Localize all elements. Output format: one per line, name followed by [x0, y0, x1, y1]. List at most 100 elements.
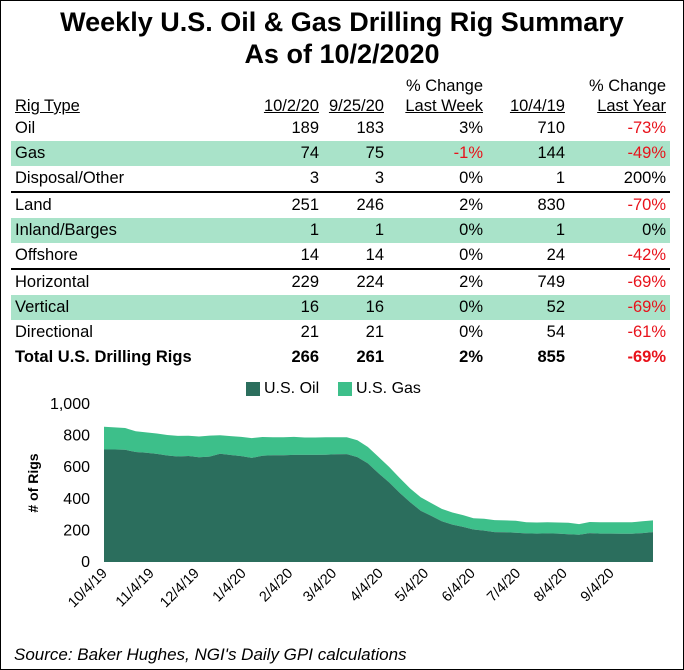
- cell-label: Directional: [15, 323, 93, 341]
- cell-year-ago: 855: [537, 348, 565, 366]
- cell-current: 229: [246, 268, 323, 295]
- cell-pct-week: 2%: [459, 348, 483, 366]
- x-tick-label: 3/4/20: [300, 566, 340, 606]
- x-tick-label: 11/4/19: [113, 566, 158, 611]
- x-tick-label: 6/4/20: [439, 566, 479, 606]
- cell-pct-week: 0%: [388, 218, 487, 243]
- header-prior-week: 9/25/20: [328, 97, 384, 115]
- cell-pct-year: -69%: [569, 268, 670, 295]
- cell-pct-week: 3%: [459, 119, 483, 137]
- x-tick-label: 10/4/19: [65, 566, 111, 612]
- cell-pct-year: -49%: [569, 141, 670, 166]
- legend-swatch-gas: [338, 382, 352, 396]
- cell-pct-year: -73%: [627, 119, 666, 137]
- cell-current: 14: [300, 246, 319, 264]
- cell-current: 1: [246, 218, 323, 243]
- cell-label: Total U.S. Drilling Rigs: [15, 348, 192, 366]
- cell-prior: 14: [365, 246, 384, 264]
- cell-current: 3: [309, 169, 319, 187]
- cell-current: 266: [291, 348, 319, 366]
- y-tick-label: 1,000: [50, 398, 90, 413]
- cell-pct-year: -69%: [627, 348, 666, 366]
- cell-year-ago: 54: [546, 323, 565, 341]
- cell-pct-week: 0%: [459, 246, 483, 264]
- y-tick-label: 600: [63, 459, 90, 476]
- table-row: Horizontal 229 224 2% 749 -69%: [11, 268, 670, 295]
- source-note: Source: Baker Hughes, NGI's Daily GPI ca…: [14, 645, 407, 664]
- legend-label-oil: U.S. Oil: [264, 380, 320, 397]
- table-row: Oil 189 183 3% 710 -73%: [11, 116, 670, 141]
- table-row: Inland/Barges 1 1 0% 1 0%: [11, 218, 670, 243]
- table-row: Gas 74 75 -1% 144 -49%: [11, 141, 670, 166]
- cell-prior: 261: [356, 348, 384, 366]
- cell-label: Oil: [15, 119, 36, 137]
- cell-pct-week: 0%: [459, 323, 483, 341]
- cell-prior: 21: [365, 323, 384, 341]
- y-tick-label: 800: [63, 428, 90, 445]
- cell-current: 16: [246, 295, 323, 320]
- cell-year-ago: 1: [487, 218, 569, 243]
- cell-year-ago: 749: [487, 268, 569, 295]
- cell-label: Disposal/Other: [15, 169, 125, 187]
- x-tick-label: 5/4/20: [392, 566, 432, 606]
- header-pct-year: % Change Last Year: [588, 77, 666, 115]
- table-row: Offshore 14 14 0% 24 -42%: [11, 243, 670, 269]
- x-tick-label: 2/4/20: [256, 566, 296, 606]
- cell-pct-year: -61%: [627, 323, 666, 341]
- cell-label: Offshore: [15, 246, 78, 264]
- cell-year-ago: 144: [487, 141, 569, 166]
- rig-summary-table: Rig Type 10/2/20 9/25/20 % Change Last We…: [11, 72, 670, 370]
- cell-label: Vertical: [11, 295, 246, 320]
- header-current: 10/2/20: [263, 97, 319, 115]
- legend-swatch-oil: [246, 382, 260, 396]
- cell-pct-week: 0%: [459, 169, 483, 187]
- cell-current: 21: [300, 323, 319, 341]
- cell-year-ago: 52: [487, 295, 569, 320]
- x-tick-label: 12/4/19: [157, 566, 203, 612]
- cell-current: 189: [291, 119, 319, 137]
- cell-prior: 224: [323, 268, 388, 295]
- chart-title-line2: As of 10/2/2020: [244, 39, 440, 69]
- cell-pct-year: -69%: [569, 295, 670, 320]
- cell-pct-year: -42%: [627, 246, 666, 264]
- table-total-row: Total U.S. Drilling Rigs 266 261 2% 855 -69%: [11, 345, 670, 370]
- table-row: Disposal/Other 3 3 0% 1 200%: [11, 166, 670, 192]
- cell-prior: 16: [323, 295, 388, 320]
- y-tick-label: 0: [81, 554, 90, 571]
- cell-pct-week: -1%: [388, 141, 487, 166]
- cell-prior: 183: [356, 119, 384, 137]
- cell-prior: 246: [323, 191, 388, 218]
- y-tick-label: 400: [63, 491, 90, 508]
- area-series-us-gas: [104, 426, 653, 535]
- cell-label: Land: [11, 191, 246, 218]
- cell-prior: 75: [323, 141, 388, 166]
- cell-year-ago: 1: [555, 169, 565, 187]
- table-header-row: Rig Type 10/2/20 9/25/20 % Change Last We…: [11, 72, 670, 116]
- chart-title-line1: Weekly U.S. Oil & Gas Drilling Rig Summa…: [60, 7, 624, 37]
- cell-prior: 3: [374, 169, 384, 187]
- x-tick-label: 9/4/20: [578, 566, 618, 606]
- table-row: Vertical 16 16 0% 52 -69%: [11, 295, 670, 320]
- cell-label: Horizontal: [11, 268, 246, 295]
- cell-pct-year: 0%: [569, 218, 670, 243]
- cell-pct-week: 2%: [388, 268, 487, 295]
- area-series-us-oil: [104, 449, 653, 562]
- table-row: Land 251 246 2% 830 -70%: [11, 191, 670, 218]
- cell-current: 74: [246, 141, 323, 166]
- cell-pct-year: 200%: [623, 169, 666, 187]
- y-tick-label: 200: [63, 522, 90, 539]
- cell-pct-week: 2%: [388, 191, 487, 218]
- x-tick-label: 4/4/20: [347, 566, 387, 606]
- header-pct-week: % Change Last Week: [405, 77, 483, 115]
- cell-year-ago: 830: [487, 191, 569, 218]
- cell-prior: 1: [323, 218, 388, 243]
- cell-current: 251: [246, 191, 323, 218]
- cell-pct-week: 0%: [388, 295, 487, 320]
- header-rig-type: Rig Type: [15, 97, 80, 115]
- cell-label: Gas: [11, 141, 246, 166]
- cell-year-ago: 710: [537, 119, 565, 137]
- rig-count-area-chart: 0 200 400 600 800 1,000 # of Rigs 10/4/19 11/4/1…: [25, 398, 653, 612]
- x-tick-label: 8/4/20: [531, 566, 571, 606]
- cell-label: Inland/Barges: [11, 218, 246, 243]
- table-row: Directional 21 21 0% 54 -61%: [11, 320, 670, 345]
